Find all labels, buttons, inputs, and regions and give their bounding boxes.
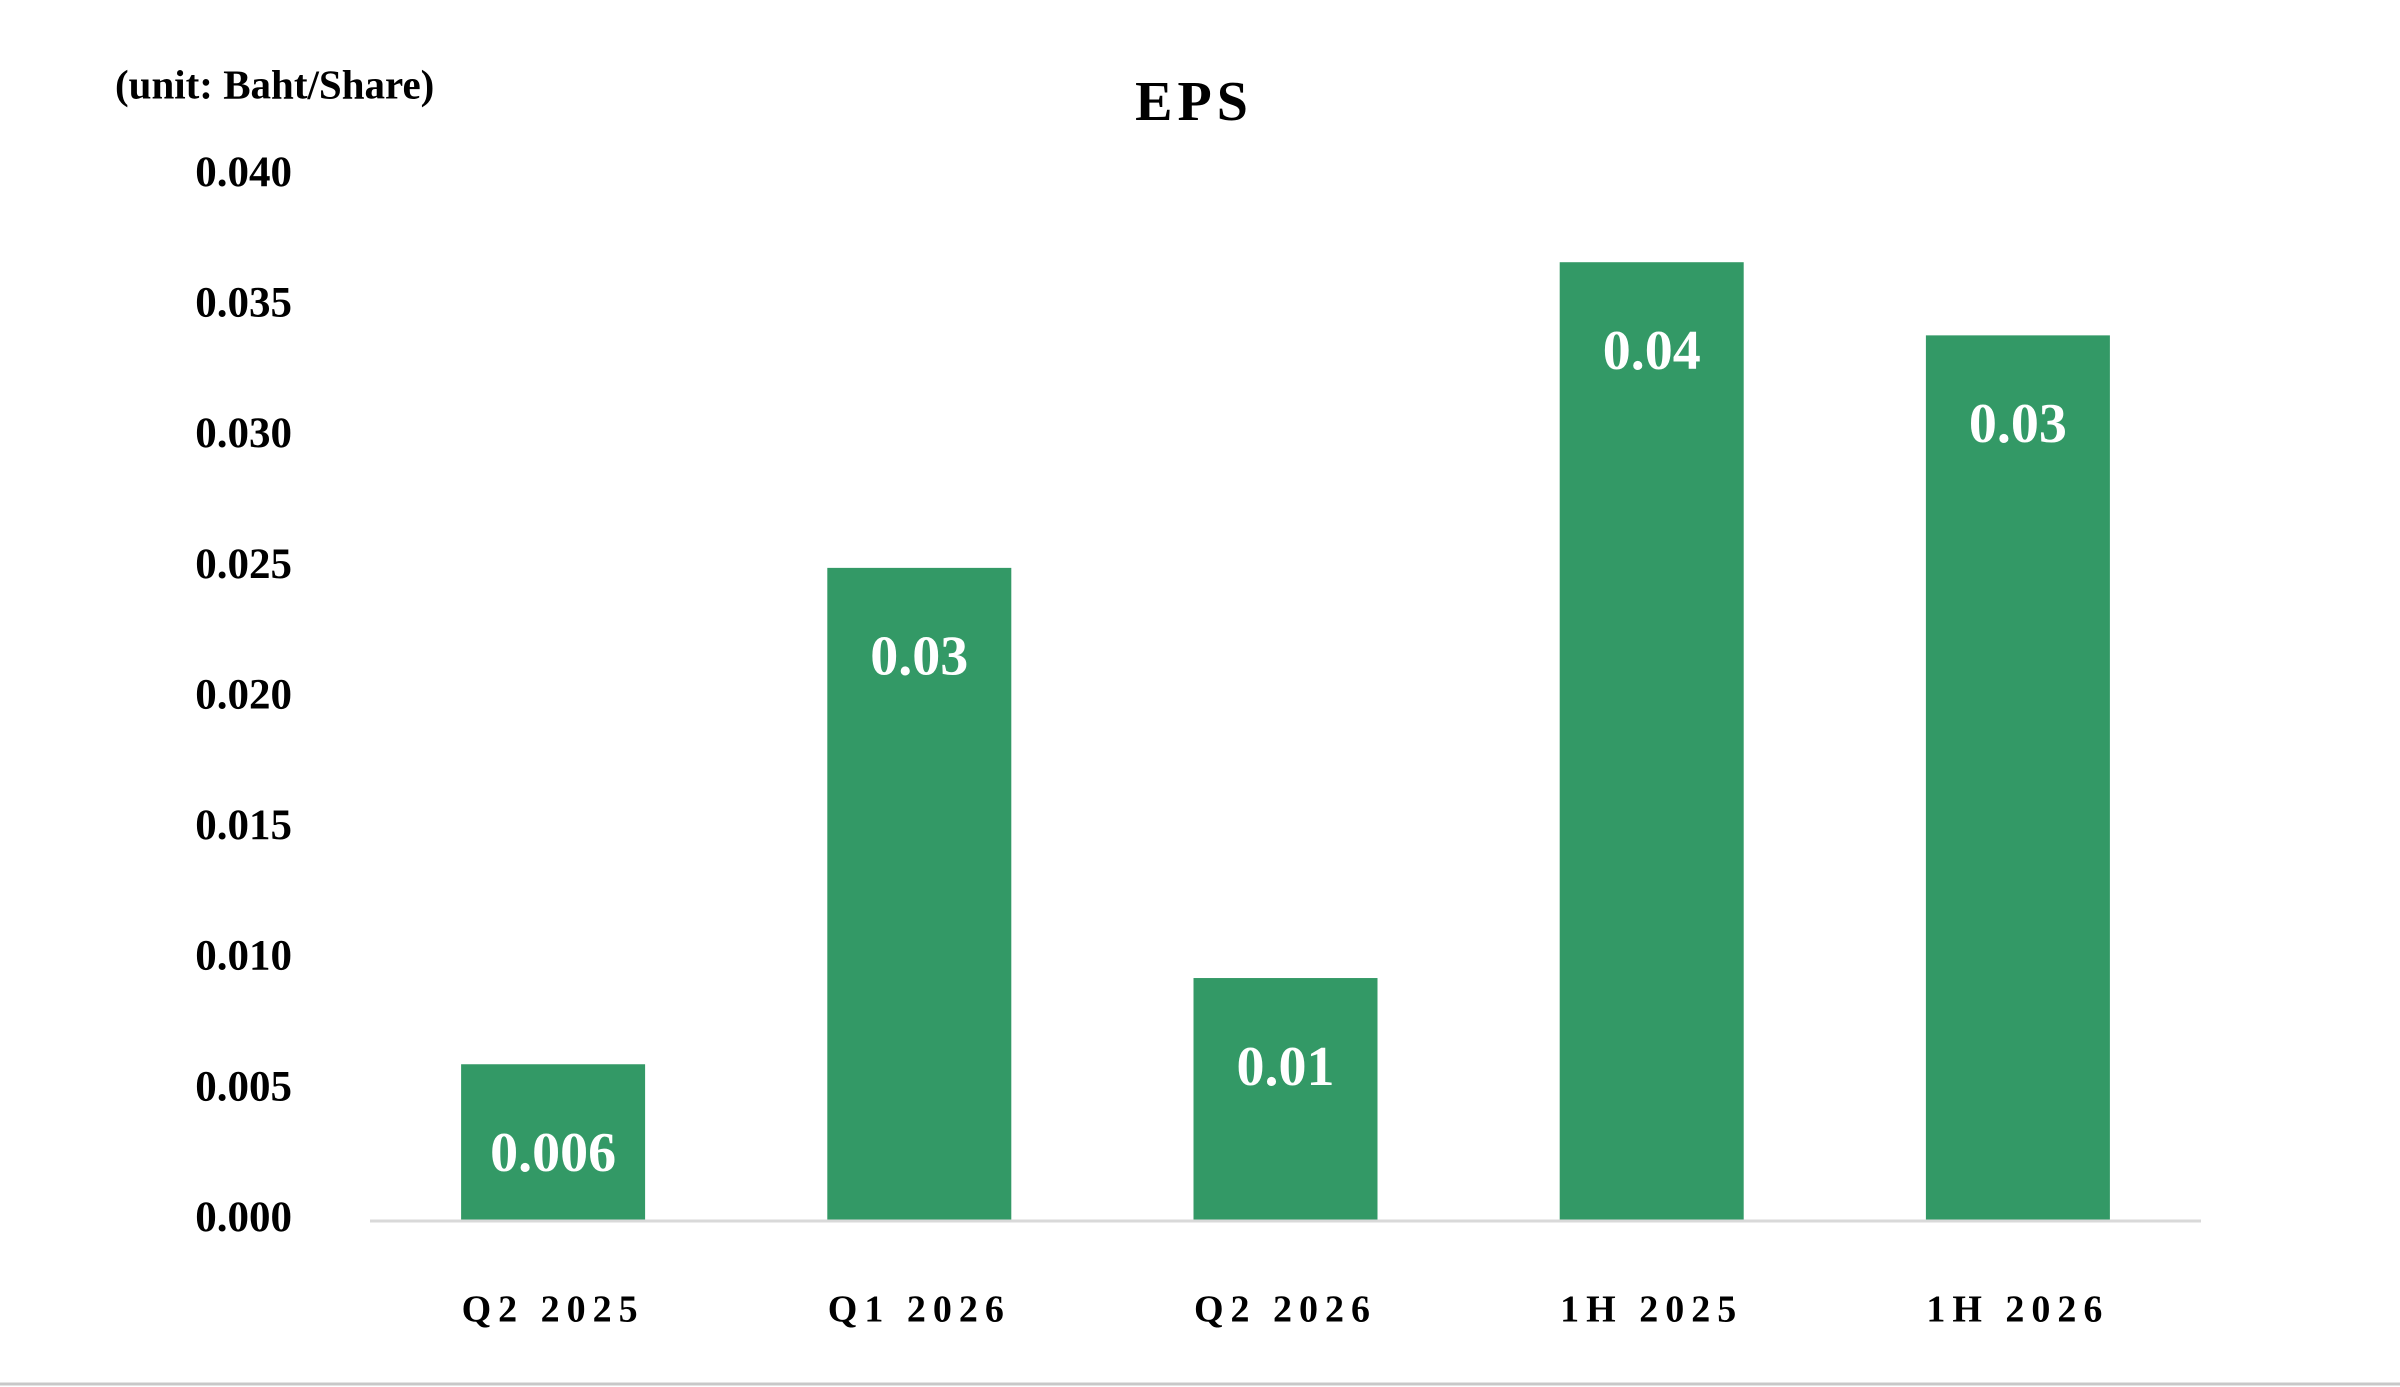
y-tick-label: 0.015 [195,802,292,849]
unit-label: (unit: Baht/Share) [115,61,434,107]
x-tick-label: 1H 2025 [1560,1289,1743,1331]
x-tick-label: 1H 2026 [1926,1289,2109,1331]
bar [1559,262,1744,1221]
value-label: 0.03 [870,626,968,688]
value-label: 0.006 [490,1122,616,1184]
bar [1925,335,2110,1221]
x-tick-label: Q1 2026 [828,1289,1011,1331]
value-label: 0.03 [1969,393,2067,455]
y-tick-label: 0.000 [195,1194,292,1241]
value-label: 0.01 [1237,1036,1335,1098]
y-tick-label: 0.010 [195,933,292,980]
value-label: 0.04 [1603,320,1701,382]
y-tick-label: 0.020 [195,671,292,718]
y-tick-label: 0.030 [195,410,292,457]
y-tick-label: 0.005 [195,1063,292,1110]
bar [1193,978,1378,1221]
bar [827,567,1012,1221]
x-tick-label: Q2 2026 [1194,1289,1377,1331]
bar [461,1064,646,1221]
y-tick-label: 0.025 [195,541,292,588]
chart-title: EPS [1135,71,1253,133]
y-tick-label: 0.035 [195,280,292,327]
x-tick-label: Q2 2025 [462,1289,645,1331]
y-tick-label: 0.040 [195,149,292,196]
